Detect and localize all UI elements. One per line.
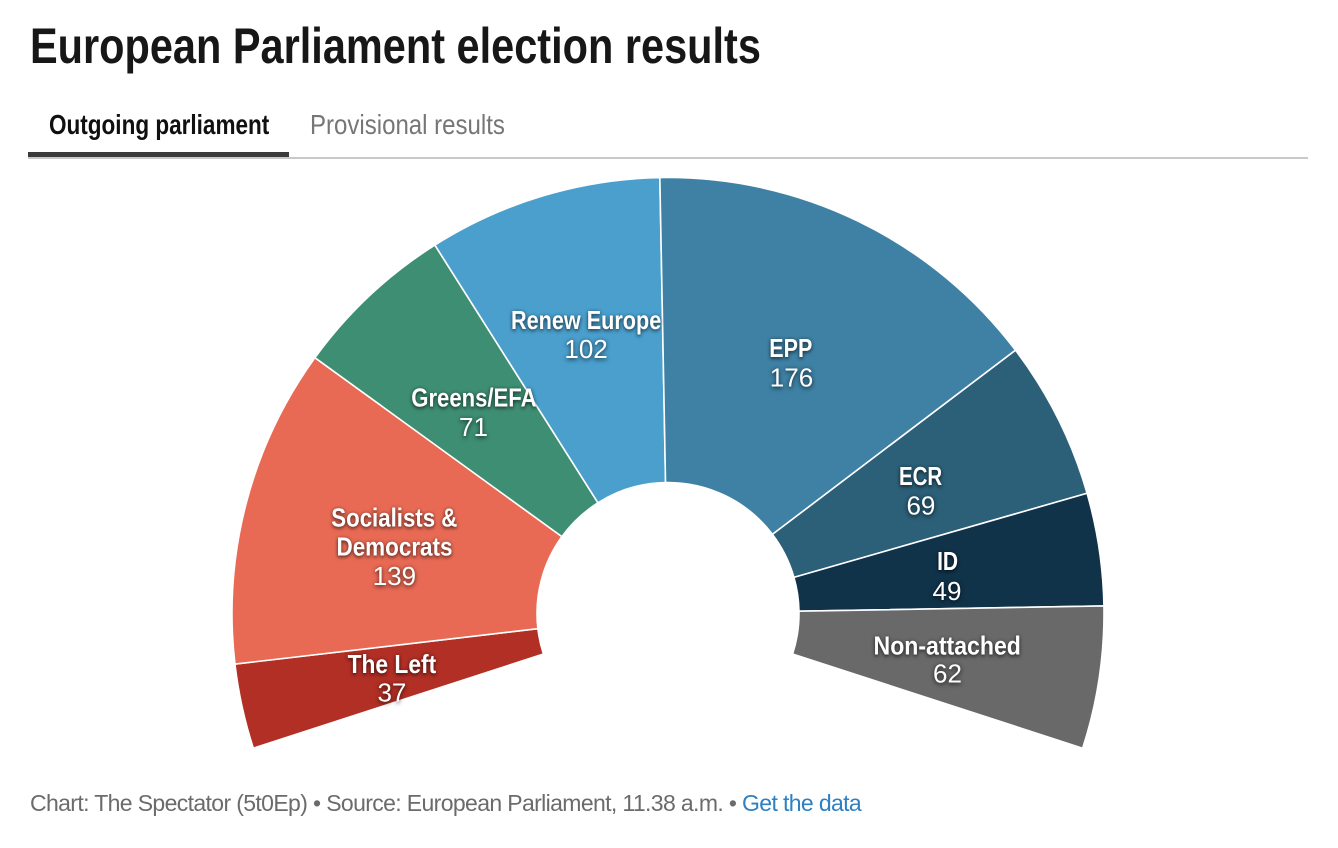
svg-text:Non-attached: Non-attached <box>874 630 1021 660</box>
svg-text:Greens/EFA: Greens/EFA <box>411 383 536 413</box>
svg-text:69: 69 <box>906 491 935 521</box>
svg-text:ID: ID <box>937 546 958 576</box>
svg-text:139: 139 <box>373 561 416 591</box>
svg-text:Socialists &: Socialists & <box>331 503 457 533</box>
svg-text:102: 102 <box>564 334 607 364</box>
svg-text:176: 176 <box>770 363 813 393</box>
svg-text:EPP: EPP <box>769 333 812 363</box>
svg-text:ECR: ECR <box>899 461 942 491</box>
svg-text:49: 49 <box>933 576 962 606</box>
svg-text:37: 37 <box>377 678 406 708</box>
svg-text:Renew Europe: Renew Europe <box>511 305 661 335</box>
svg-text:71: 71 <box>459 412 488 442</box>
svg-text:Democrats: Democrats <box>337 532 453 562</box>
svg-text:62: 62 <box>933 659 962 689</box>
svg-text:The Left: The Left <box>348 649 437 679</box>
